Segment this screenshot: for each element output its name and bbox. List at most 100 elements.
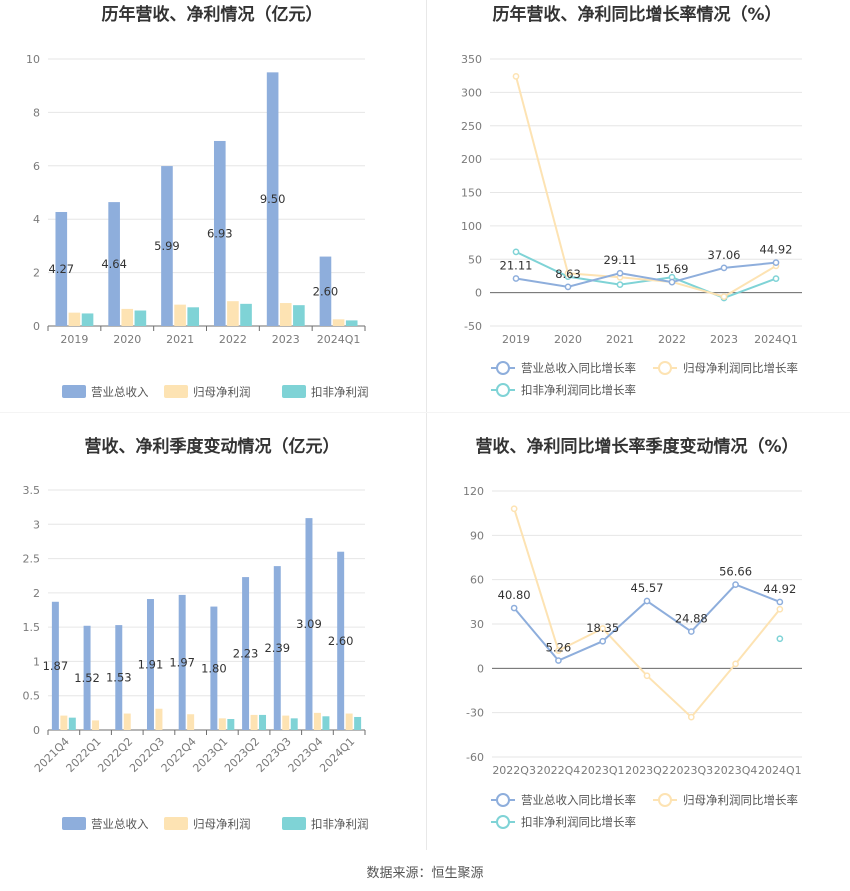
x-tick-label: 2024Q1 xyxy=(758,764,802,777)
bar-data-label: 2.23 xyxy=(233,647,259,661)
x-tick-label: 2023 xyxy=(710,333,738,346)
legend-label: 扣非净利润 xyxy=(311,817,369,831)
data-point xyxy=(599,625,607,632)
bar xyxy=(187,307,200,326)
x-tick-label: 2023Q3 xyxy=(669,764,713,777)
x-tick-label: 2020 xyxy=(554,333,582,346)
panel-divider-horizontal xyxy=(0,412,850,413)
y-tick-label: 350 xyxy=(461,53,482,66)
quarterly-revenue-profit-chart: 营收、净利季度变动情况（亿元） 0 0.5 1 1.5 2 2.5 3 3.5 2021Q4 202… xyxy=(0,425,425,855)
y-tick-label: 1.5 xyxy=(23,621,41,634)
x-tick-label: 2024Q1 xyxy=(317,735,357,775)
data-point xyxy=(720,264,728,272)
y-tick-label: 10 xyxy=(26,53,40,66)
x-tick-label: 2023 xyxy=(272,333,300,346)
bar xyxy=(155,708,163,730)
y-tick-label: 250 xyxy=(461,120,482,133)
bar xyxy=(81,313,94,326)
bar xyxy=(68,312,81,326)
data-point xyxy=(668,278,676,286)
legend-swatch xyxy=(282,817,306,830)
legend-marker xyxy=(496,383,510,397)
x-tick-label: 2021 xyxy=(606,333,634,346)
bar xyxy=(345,320,358,326)
y-tick-label: 0 xyxy=(33,320,40,333)
data-point xyxy=(687,628,695,635)
x-tick-label: 2022 xyxy=(658,333,686,346)
x-tick-label: 2022 xyxy=(219,333,247,346)
bar-data-label: 1.87 xyxy=(43,659,69,673)
bar xyxy=(174,304,186,326)
x-tick-label: 2019 xyxy=(502,333,530,346)
data-point xyxy=(510,604,518,612)
legend-label: 扣非净利润同比增长率 xyxy=(521,383,636,397)
legend-label: 归母净利润同比增长率 xyxy=(683,361,798,375)
legend-swatch xyxy=(62,385,86,398)
bar xyxy=(218,718,226,730)
bar xyxy=(242,577,250,730)
y-tick-label: 3.5 xyxy=(23,484,41,497)
y-tick-label: 2 xyxy=(33,267,40,280)
legend-marker xyxy=(658,361,672,375)
data-point xyxy=(555,647,562,654)
y-tick-label: 120 xyxy=(463,485,484,498)
legend-label: 营业总收入同比增长率 xyxy=(521,793,636,807)
y-tick-label: 6 xyxy=(33,160,40,173)
bar-data-label: 4.64 xyxy=(101,257,127,271)
x-tick-label: 2021 xyxy=(166,333,194,346)
line-data-label: 8.63 xyxy=(555,267,581,281)
y-tick-label: 0 xyxy=(475,287,482,300)
bar-data-label: 2.39 xyxy=(264,641,290,655)
legend-marker xyxy=(496,361,510,375)
x-tick-label: 2024Q1 xyxy=(317,333,361,346)
bar-data-label: 1.53 xyxy=(106,671,132,685)
quarterly-revenue-profit-svg: 营收、净利季度变动情况（亿元）00.511.522.533.52021Q4202… xyxy=(23,436,369,831)
data-point xyxy=(510,505,518,513)
legend-label: 扣非净利润 xyxy=(311,385,369,399)
line-data-label: 15.69 xyxy=(656,262,689,276)
line-data-label: 21.11 xyxy=(500,259,533,273)
legend-swatch xyxy=(62,817,86,830)
data-point xyxy=(643,597,651,605)
legend-label: 归母净利润 xyxy=(193,817,251,831)
bar xyxy=(146,599,154,730)
bar xyxy=(108,202,120,326)
bar-data-label: 3.09 xyxy=(296,617,322,631)
bar xyxy=(332,319,345,326)
x-tick-label: 2020 xyxy=(113,333,141,346)
bar xyxy=(51,601,59,730)
quarterly-growth-rate-svg: 营收、净利同比增长率季度变动情况（%） -60 -30 0 30 60 90 120 2022Q… xyxy=(463,436,802,829)
legend-swatch xyxy=(164,817,188,830)
y-tick-label: 3 xyxy=(33,518,40,531)
legend-label: 归母净利润 xyxy=(193,385,251,399)
y-tick-label: -60 xyxy=(466,751,484,764)
bar-data-label: 1.97 xyxy=(169,655,195,669)
bar xyxy=(273,566,281,730)
legend-label: 营业总收入 xyxy=(91,385,149,399)
legend-label: 归母净利润同比增长率 xyxy=(683,793,798,807)
bar xyxy=(187,714,195,730)
line-data-label: 5.26 xyxy=(546,641,572,655)
y-tick-label: 300 xyxy=(461,86,482,99)
y-tick-label: 30 xyxy=(470,618,484,631)
bar-data-label: 1.91 xyxy=(138,658,164,672)
bar xyxy=(290,718,298,730)
bar xyxy=(134,310,147,326)
bar xyxy=(345,713,353,730)
y-tick-label: 0 xyxy=(477,662,484,675)
x-tick-label: 2023Q2 xyxy=(625,764,669,777)
bar xyxy=(178,594,186,730)
data-point xyxy=(512,275,520,282)
line-data-label: 40.80 xyxy=(498,588,531,602)
bar xyxy=(305,518,313,730)
chart-title: 历年营收、净利情况（亿元） xyxy=(102,4,323,25)
y-tick-label: 1 xyxy=(33,655,40,668)
legend-swatch xyxy=(282,385,306,398)
data-point xyxy=(555,657,562,664)
data-point xyxy=(776,635,784,643)
bar xyxy=(227,301,239,326)
y-tick-label: 2.5 xyxy=(23,553,41,566)
legend-marker xyxy=(496,793,510,807)
annual-revenue-profit-chart: 历年营收、净利情况（亿元） 0 2 4 6 8 10 2019 2020 2021 2022 2023… xyxy=(0,0,425,430)
data-point xyxy=(776,598,784,606)
